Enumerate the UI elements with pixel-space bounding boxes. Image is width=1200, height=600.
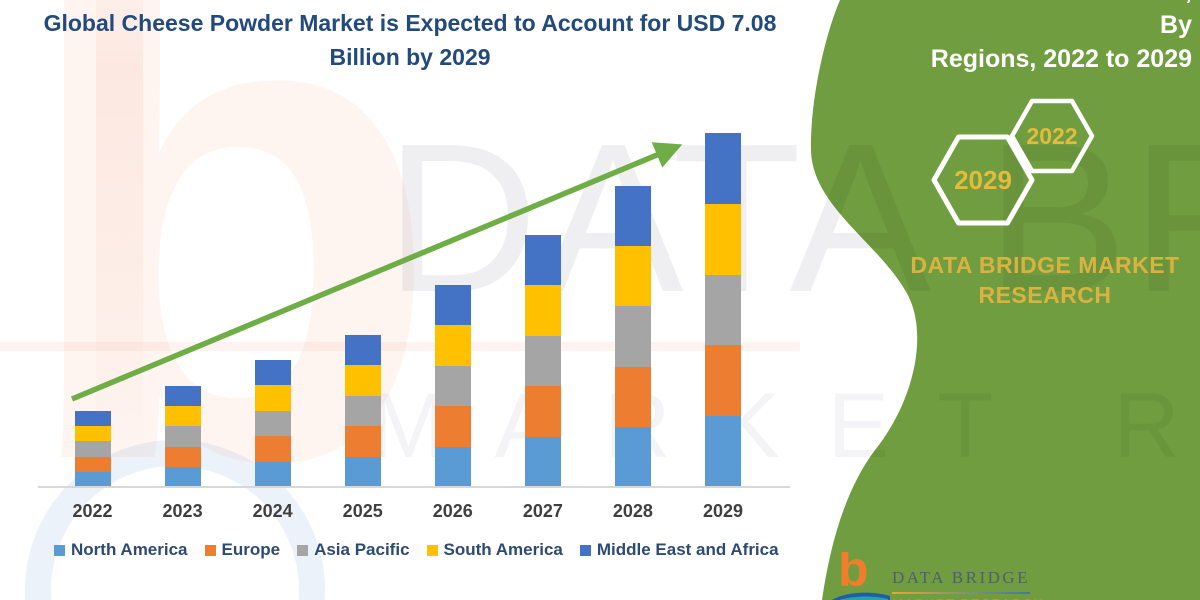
legend-label: North America (71, 540, 188, 559)
legend-swatch (426, 544, 438, 556)
logo-swoosh-icon (830, 588, 892, 600)
bar-segment-north-america (524, 436, 561, 487)
legend-item-middle-east-and-africa: Middle East and Africa (579, 540, 779, 560)
bar-2027 (524, 235, 561, 487)
chart-title: Global Cheese Powder Market is Expected … (20, 6, 800, 74)
bar-segment-asia-pacific (704, 274, 741, 346)
hexagon-2029-label: 2029 (954, 165, 1012, 195)
brand-line2: RESEARCH (978, 282, 1112, 308)
watermark-ring (25, 440, 325, 600)
legend: North America Europe Asia Pacific South Ame… (54, 540, 814, 560)
sidebar-title: Global Cheese Powder Market, By Regions,… (792, 0, 1192, 76)
legend-item-asia-pacific: Asia Pacific (297, 540, 410, 560)
bar-segment-europe (704, 345, 741, 417)
chart-title-line1: Global Cheese Powder Market is Expected … (43, 10, 777, 36)
sidebar-title-line1: Global Cheese Powder Market, By (1160, 11, 1192, 39)
bar-segment-south-america (164, 406, 201, 427)
x-axis-label-2024: 2024 (252, 501, 293, 521)
chart-title-line2: Billion by 2029 (329, 44, 491, 70)
trend-arrow-line (70, 142, 683, 402)
bar-segment-north-america (164, 466, 201, 487)
bar-segment-asia-pacific (524, 335, 561, 387)
bar-segment-europe (344, 426, 381, 457)
bar-segment-north-america (614, 426, 651, 487)
bar-segment-south-america (344, 365, 381, 396)
bar-segment-south-america (74, 426, 111, 442)
bar-segment-south-america (254, 385, 291, 411)
bar-segment-asia-pacific (614, 306, 651, 367)
bar-segment-europe (164, 446, 201, 467)
hexagon-2022 (1012, 101, 1092, 171)
x-axis-label-2022: 2022 (72, 501, 113, 521)
bar-segment-asia-pacific (434, 365, 471, 407)
legend-label: Asia Pacific (314, 540, 410, 559)
bar-segment-europe (614, 366, 651, 427)
legend-label: Europe (221, 540, 281, 559)
bar-2025 (344, 335, 381, 487)
legend-swatch (54, 544, 65, 556)
bar-segment-middle-east-and-africa (164, 386, 201, 407)
bar-segment-asia-pacific (344, 395, 381, 427)
logo-subtext: MARKET RESEARCH (892, 596, 1044, 600)
bar-segment-middle-east-and-africa (704, 133, 741, 204)
watermark-band (0, 342, 800, 351)
x-axis-label-2028: 2028 (612, 501, 653, 521)
logo-name-text: DATA BRIDGE (892, 568, 1031, 587)
bar-segment-south-america (434, 325, 471, 366)
footer-logo: b DATA BRIDGE MARKET RESEARCH (830, 552, 1160, 600)
bar-2026 (434, 285, 471, 487)
bar-segment-north-america (434, 446, 471, 487)
legend-item-south-america: South America (426, 540, 563, 560)
bar-2023 (164, 386, 201, 487)
bar-segment-north-america (704, 416, 741, 487)
bar-2029 (704, 133, 741, 487)
bar-segment-south-america (524, 285, 561, 336)
bar-2024 (254, 360, 291, 487)
bar-segment-middle-east-and-africa (254, 360, 291, 386)
x-axis-label-2026: 2026 (432, 501, 473, 521)
bar-segment-asia-pacific (254, 410, 291, 437)
bar-segment-middle-east-and-africa (434, 285, 471, 326)
x-axis-label-2023: 2023 (162, 501, 203, 521)
bar-segment-europe (254, 436, 291, 462)
bar-segment-asia-pacific (74, 441, 111, 457)
bar-segment-middle-east-and-africa (524, 235, 561, 286)
sidebar-title-line2: Regions, 2022 to 2029 (930, 45, 1192, 73)
x-axis-label-2027: 2027 (522, 501, 563, 521)
x-axis-label-2025: 2025 (342, 501, 383, 521)
bar-segment-middle-east-and-africa (614, 186, 651, 247)
bar-segment-europe (524, 386, 561, 437)
bar-segment-europe (74, 456, 111, 472)
bar-segment-south-america (614, 246, 651, 307)
bar-2022 (74, 411, 111, 487)
bar-segment-middle-east-and-africa (74, 411, 111, 427)
legend-label: Middle East and Africa (596, 540, 779, 559)
x-axis-line (38, 486, 790, 488)
legend-swatch (579, 544, 591, 556)
bar-segment-north-america (254, 461, 291, 487)
bar-segment-asia-pacific (164, 426, 201, 447)
bar-2028 (614, 186, 651, 487)
legend-swatch (297, 544, 309, 556)
bar-segment-europe (434, 406, 471, 447)
hexagon-2022-label: 2022 (1026, 123, 1077, 149)
green-side-panel: DATA BRIDGE MARKET RESEARCH Global Chees… (780, 0, 1200, 600)
bar-segment-south-america (704, 203, 741, 275)
legend-item-europe: Europe (204, 540, 281, 560)
watermark-b-glyph: b (15, 0, 443, 600)
brand-line1: DATA BRIDGE MARKET (910, 252, 1180, 278)
legend-item-north-america: North America (54, 540, 188, 560)
x-axis-label-2029: 2029 (702, 501, 744, 521)
bar-segment-north-america (344, 456, 381, 487)
hexagon-graphic: 2029 2022 (780, 0, 1200, 600)
legend-swatch (204, 544, 216, 556)
logo-b-icon: b (838, 552, 869, 597)
hexagon-2029 (934, 137, 1032, 223)
legend-label: South America (443, 540, 563, 559)
bar-segment-middle-east-and-africa (344, 335, 381, 366)
brand-text: DATA BRIDGE MARKET RESEARCH (905, 250, 1185, 310)
bar-segment-north-america (74, 471, 111, 487)
logo-underline (892, 592, 1030, 594)
